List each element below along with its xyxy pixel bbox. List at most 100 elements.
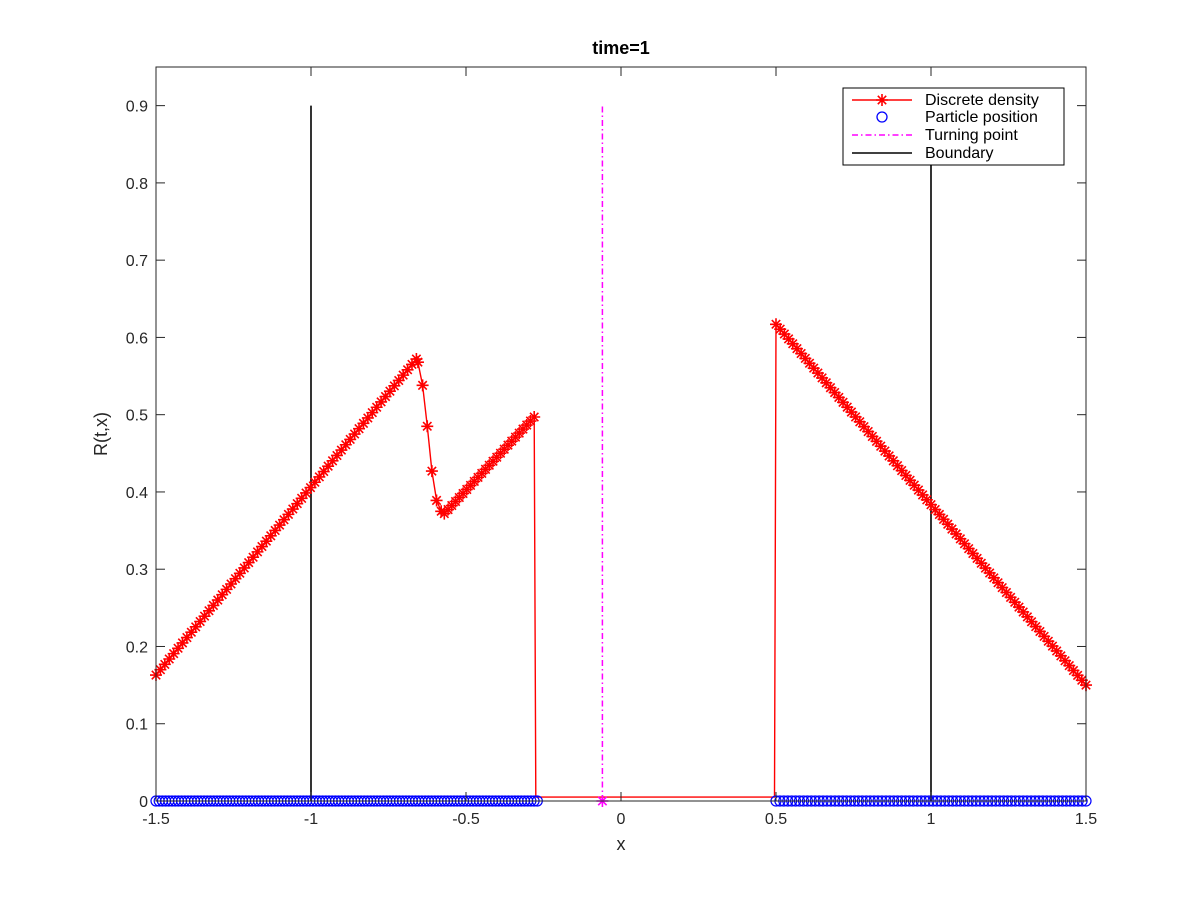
star-marker	[966, 547, 979, 560]
x-tick-label: -1.5	[142, 811, 170, 828]
y-tick-label: 0	[139, 794, 148, 811]
density-point	[950, 527, 963, 540]
legend-swatch-particles	[876, 111, 888, 123]
density-point	[308, 476, 321, 489]
y-tick-label: 0.7	[126, 253, 148, 270]
star-marker	[264, 529, 277, 542]
density-point	[357, 417, 370, 430]
density-point	[238, 561, 251, 574]
density-point	[225, 578, 238, 591]
density-point	[883, 449, 896, 462]
density-point	[1075, 674, 1088, 687]
star-marker	[795, 347, 808, 360]
density-point	[929, 503, 942, 516]
star-marker	[375, 395, 388, 408]
star-marker	[904, 474, 917, 487]
star-marker	[1067, 664, 1080, 677]
star-marker	[233, 567, 246, 580]
density-point	[430, 494, 443, 507]
star-marker	[874, 440, 887, 453]
density-point	[870, 435, 883, 448]
density-point	[996, 581, 1009, 594]
density-point	[966, 547, 979, 560]
star-marker	[430, 494, 443, 507]
star-marker	[1054, 649, 1067, 662]
x-axis-label: x	[617, 834, 626, 854]
star-marker	[383, 385, 396, 398]
chart-axes: -1.5 -1 -0.5 0 0.5 1 1.5 0 0.1 0.2 0.3 0.4 0.5 0.6 0.7…	[126, 66, 1097, 828]
star-marker	[876, 94, 888, 106]
star-marker	[975, 557, 988, 570]
star-marker	[920, 493, 933, 506]
density-point	[405, 358, 418, 371]
plot-area	[156, 67, 1086, 801]
y-tick-label: 0.2	[126, 639, 148, 656]
star-marker	[1042, 635, 1055, 648]
density-point	[207, 599, 220, 612]
density-point	[233, 567, 246, 580]
star-marker	[832, 391, 845, 404]
density-point	[388, 379, 401, 392]
density-point	[172, 642, 185, 655]
star-marker	[992, 576, 1005, 589]
density-point	[958, 537, 971, 550]
star-marker	[361, 411, 374, 424]
star-marker	[983, 566, 996, 579]
x-tick-label: 0	[617, 811, 626, 828]
density-point	[295, 492, 308, 505]
density-point	[277, 513, 290, 526]
star-marker	[1004, 591, 1017, 604]
star-marker	[799, 352, 812, 365]
star-marker	[774, 323, 787, 336]
density-point	[286, 503, 299, 516]
star-marker	[260, 535, 273, 548]
x-tick-label: 1	[927, 811, 936, 828]
density-point	[824, 381, 837, 394]
star-marker	[828, 386, 841, 399]
star-marker	[357, 417, 370, 430]
star-marker	[1063, 659, 1076, 672]
star-marker	[1059, 654, 1072, 667]
density-point	[1050, 644, 1063, 657]
density-point	[853, 415, 866, 428]
density-point	[401, 363, 414, 376]
density-point	[317, 465, 330, 478]
density-point	[326, 454, 339, 467]
star-marker	[962, 542, 975, 555]
density-point	[899, 469, 912, 482]
density-point	[954, 532, 967, 545]
density-point	[876, 94, 888, 106]
density-point	[348, 428, 361, 441]
density-point	[353, 422, 366, 435]
density-point	[795, 347, 808, 360]
density-point	[304, 481, 317, 494]
star-marker	[172, 642, 185, 655]
star-marker	[790, 342, 803, 355]
density-point	[411, 356, 424, 369]
density-point	[937, 513, 950, 526]
density-point	[1017, 605, 1030, 618]
star-marker	[786, 337, 799, 350]
star-marker	[189, 620, 202, 633]
star-marker	[198, 610, 211, 623]
density-point	[255, 540, 268, 553]
star-marker	[996, 581, 1009, 594]
star-marker	[273, 519, 286, 532]
density-point	[862, 425, 875, 438]
star-marker	[857, 420, 870, 433]
x-tick-label: 0.5	[765, 811, 787, 828]
star-marker	[308, 476, 321, 489]
density-point	[361, 411, 374, 424]
density-point	[816, 371, 829, 384]
density-point	[185, 626, 198, 639]
density-point	[154, 663, 167, 676]
y-tick-label: 0.5	[126, 408, 148, 425]
y-tick-label: 0.1	[126, 717, 148, 734]
density-point	[1008, 596, 1021, 609]
density-point	[282, 508, 295, 521]
star-marker	[849, 410, 862, 423]
star-marker	[987, 571, 1000, 584]
density-point	[229, 572, 242, 585]
density-point	[313, 470, 326, 483]
star-marker	[778, 328, 791, 341]
